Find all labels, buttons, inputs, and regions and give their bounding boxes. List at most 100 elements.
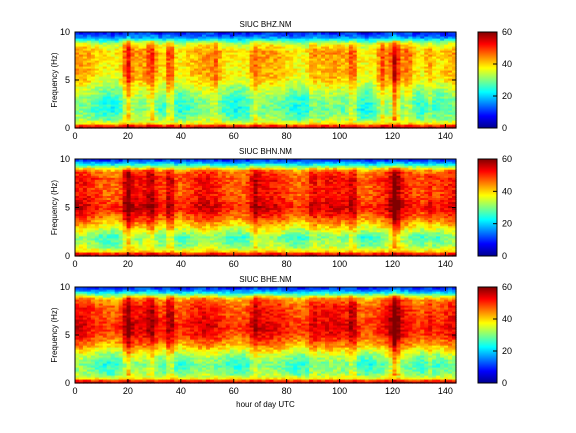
heatmap-cell [221,120,227,123]
heatmap-cell [194,126,199,129]
heatmap-cell [217,40,223,43]
heatmap-cell [78,40,84,43]
heatmap-cell [182,122,187,125]
heatmap-cell [233,66,239,69]
heatmap-cell [221,98,227,101]
heatmap-cell [237,52,243,55]
heatmap-cell [146,126,152,129]
heatmap-cell [225,42,231,45]
heatmap-cell [205,88,211,91]
heatmap-cell [241,48,247,51]
heatmap-cell [94,108,100,111]
heatmap-cell [213,66,219,69]
heatmap-cell [178,80,183,83]
heatmap-cell [154,98,159,101]
heatmap-cell [186,116,191,119]
heatmap-cell [94,74,100,77]
heatmap-cell [253,32,259,35]
heatmap-cell [90,84,96,87]
heatmap-cell [82,86,88,89]
heatmap-cell [190,108,195,111]
heatmap-cell [82,38,88,41]
heatmap-cell [90,64,96,67]
heatmap-cell [198,80,203,83]
heatmap-cell [202,80,207,83]
heatmap-cell [170,40,175,43]
heatmap-cell [166,78,171,81]
heatmap-cell [170,106,175,109]
heatmap-cell [110,80,116,83]
heatmap-cell [142,40,148,43]
heatmap-cell [174,36,179,39]
heatmap-cell [150,58,155,61]
heatmap-cell [182,64,187,67]
heatmap-cell [150,50,155,53]
heatmap-cell [198,76,203,79]
heatmap-cell [110,40,116,43]
heatmap-cell [174,74,179,77]
heatmap-cell [118,44,124,47]
heatmap-cell [138,104,144,107]
heatmap-cell [162,40,167,43]
heatmap-cell [225,80,231,83]
heatmap-cell [154,118,159,121]
heatmap-cell [134,126,140,129]
heatmap-cell [233,32,239,35]
heatmap-cell [106,74,112,77]
heatmap-cell [233,60,239,63]
heatmap-cell [257,114,263,117]
heatmap-cell [194,82,199,85]
heatmap-cell [225,118,231,121]
heatmap-cell [86,126,92,129]
heatmap-cell [202,68,207,71]
heatmap-cell [75,32,80,35]
heatmap-cell [221,42,227,45]
heatmap-cell [134,106,140,109]
heatmap-cell [178,104,183,107]
heatmap-cell [130,90,136,93]
heatmap-cell [110,102,116,105]
heatmap-cell [98,78,104,81]
heatmap-cell [94,104,100,107]
heatmap-cell [166,64,171,67]
heatmap-cell [78,62,84,65]
heatmap-cell [102,80,108,83]
heatmap-cell [130,96,136,99]
heatmap-cell [170,58,175,61]
heatmap-cell [209,56,215,59]
heatmap-cell [130,122,136,125]
heatmap-cell [138,118,144,121]
heatmap-cell [249,120,255,123]
heatmap-cell [245,86,251,89]
heatmap-cell [166,124,171,127]
heatmap-cell [82,60,88,63]
heatmap-cell [106,72,112,75]
heatmap-cell [146,98,152,101]
heatmap-cell [221,56,227,59]
heatmap-cell [245,100,251,103]
heatmap-cell [78,88,84,91]
heatmap-cell [150,94,155,97]
heatmap-cell [126,96,132,99]
heatmap-cell [122,110,128,113]
heatmap-cell [198,90,203,93]
heatmap-cell [245,98,251,101]
heatmap-cell [249,82,255,85]
heatmap-cell [221,84,227,87]
heatmap-cell [253,50,259,53]
heatmap-cell [166,36,171,39]
heatmap-cell [190,86,195,89]
heatmap-cell [202,110,207,113]
heatmap-cell [186,108,191,111]
heatmap-cell [253,100,259,103]
heatmap-cell [134,108,140,111]
heatmap-cell [162,54,167,57]
heatmap-cell [162,92,167,95]
heatmap-cell [205,36,211,39]
heatmap-cell [253,104,259,107]
heatmap-cell [241,114,247,117]
heatmap-cell [142,80,148,83]
heatmap-cell [245,88,251,91]
heatmap-cell [209,104,215,107]
heatmap-cell [241,88,247,91]
